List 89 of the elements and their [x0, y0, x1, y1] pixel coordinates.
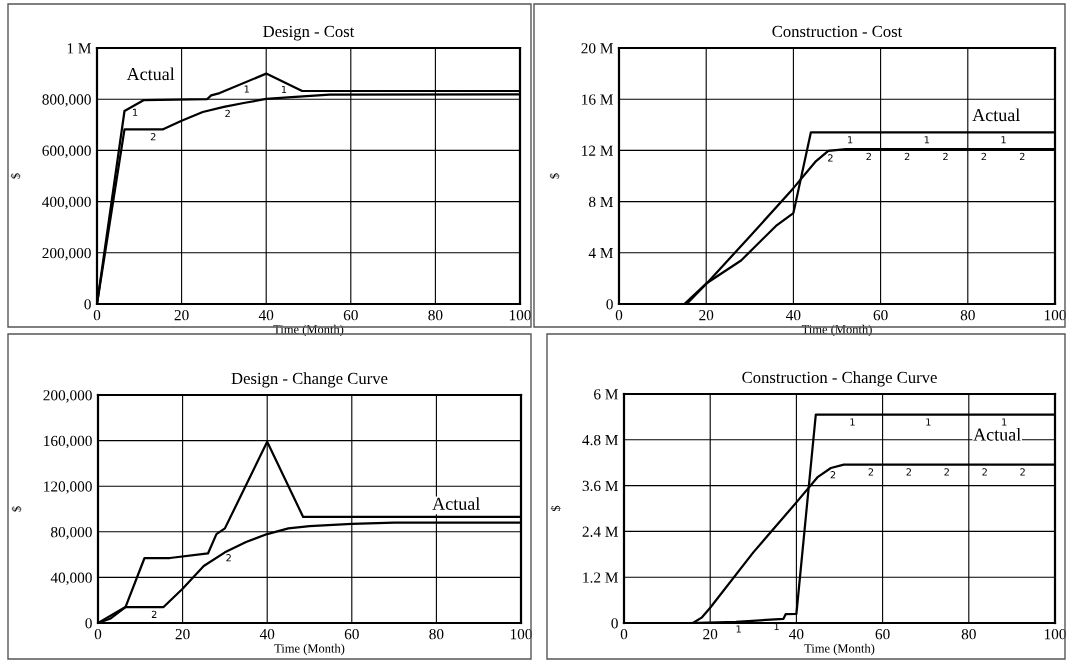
chart-title: Design - Change Curve	[231, 372, 388, 388]
x-tick-label: 80	[429, 629, 444, 640]
text: 2	[904, 152, 910, 160]
x-tick-label: 0	[94, 629, 102, 640]
x-tick-label: 80	[960, 310, 975, 321]
x-tick-label: 40	[786, 310, 801, 321]
text: 1	[281, 85, 287, 94]
x-tick-label: 40	[259, 629, 275, 640]
y-tick-label: 0	[84, 299, 91, 310]
y-axis-title: $	[550, 505, 561, 512]
y-tick-label: 120,000	[44, 481, 92, 494]
text: 2	[981, 152, 987, 160]
y-tick-label: 40,000	[50, 572, 92, 586]
y-axis-title: $	[11, 506, 22, 512]
y-tick-label: 600,000	[42, 145, 91, 159]
annotation: Actual	[973, 428, 1021, 441]
x-axis-title: Time (Month)	[804, 643, 875, 656]
x-tick-label: 80	[428, 310, 443, 321]
text: 1	[926, 418, 931, 426]
x-tick-label: 20	[175, 629, 190, 640]
x-tick-label: 60	[343, 310, 358, 321]
text: 1	[244, 85, 249, 93]
x-tick-label: 0	[93, 310, 101, 321]
text: 2	[1019, 152, 1025, 160]
series-label: 2	[226, 554, 231, 562]
y-tick-label: 0	[606, 299, 613, 310]
y-tick-label: 400,000	[42, 196, 91, 210]
x-tick-label: 60	[875, 629, 890, 640]
x-axis-title: Time (Month)	[274, 643, 345, 656]
chart-title: Construction - Cost	[772, 25, 903, 38]
y-tick-label: 4 M	[588, 248, 613, 259]
y-tick-label: 20 M	[581, 43, 613, 54]
y-tick-label: 12 M	[582, 145, 613, 156]
y-tick-label: 0	[611, 618, 618, 629]
x-tick-label: 40	[789, 629, 804, 640]
series-label: 2	[225, 109, 230, 117]
y-tick-label: 200,000	[42, 247, 91, 261]
chart-title: Construction - Change Curve	[742, 371, 937, 387]
y-tick-label: 2.4 M	[582, 526, 618, 537]
x-tick-label: 40	[258, 310, 274, 321]
y-tick-label: 8 M	[588, 196, 613, 208]
y-tick-label: 0	[85, 618, 92, 629]
x-tick-label: 60	[873, 310, 888, 321]
text: 2	[982, 468, 987, 476]
text: 2	[866, 152, 871, 160]
x-axis-title: Time (Month)	[273, 324, 344, 337]
annotation: Actual	[126, 67, 175, 81]
x-axis-title: Time (Month)	[801, 324, 872, 337]
y-axis-title: $	[10, 173, 21, 179]
text: 2	[943, 152, 948, 160]
y-tick-label: 200,000	[43, 390, 92, 403]
series-label: 1	[848, 136, 853, 144]
x-tick-label: 100	[510, 629, 532, 640]
text: 2	[1020, 468, 1025, 476]
series-label: 2	[828, 154, 833, 162]
x-tick-label: 100	[509, 310, 531, 321]
x-tick-label: 100	[1044, 310, 1066, 321]
y-tick-label: 4.8 M	[582, 434, 618, 446]
chart-title: Design - Cost	[263, 25, 355, 41]
annotation: Actual	[972, 108, 1020, 122]
x-tick-label: 100	[1044, 629, 1066, 640]
annotation: Actual	[432, 497, 480, 510]
y-tick-label: 6 M	[594, 389, 618, 400]
text: 1	[1002, 418, 1007, 426]
y-tick-label: 800,000	[42, 94, 91, 107]
text: 1	[736, 625, 741, 633]
y-tick-label: 160,000	[44, 435, 92, 449]
text: 2	[150, 133, 156, 141]
text: 1	[1001, 136, 1006, 144]
text: 1	[924, 136, 930, 144]
text: 2	[868, 468, 874, 476]
x-tick-label: 20	[699, 310, 714, 321]
text: 2	[906, 468, 912, 476]
y-tick-label: 80,000	[51, 526, 92, 540]
y-tick-label: 16 M	[582, 94, 613, 105]
x-tick-label: 20	[174, 310, 189, 321]
text: 1	[850, 418, 855, 426]
text: 2	[944, 468, 949, 476]
text: 2	[151, 610, 157, 618]
series-label: 1	[133, 108, 138, 116]
y-axis-title: $	[549, 173, 560, 179]
x-tick-label: 80	[961, 629, 976, 640]
x-tick-label: 20	[703, 629, 718, 640]
y-tick-label: 1 M	[67, 43, 91, 54]
x-tick-label: 0	[620, 629, 628, 640]
y-tick-label: 1.2 M	[583, 572, 618, 583]
x-tick-label: 60	[344, 629, 359, 640]
series-label: 2	[830, 471, 836, 479]
y-tick-label: 3.6 M	[582, 480, 618, 492]
